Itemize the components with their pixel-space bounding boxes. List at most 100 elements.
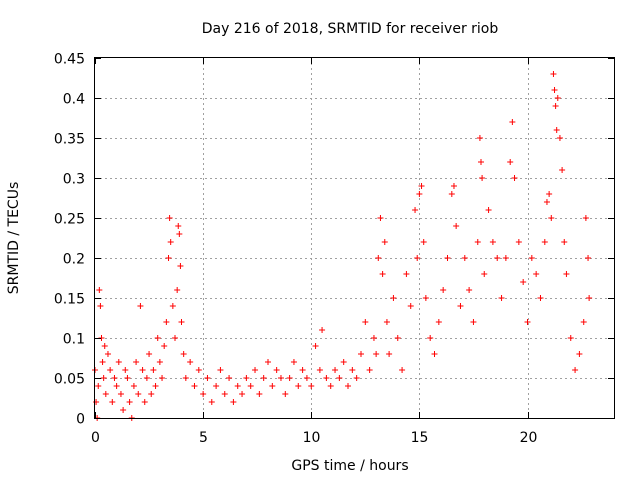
data-point (489, 239, 496, 245)
data-point (187, 359, 194, 365)
data-point (191, 383, 198, 389)
data-point (379, 271, 386, 277)
y-tick-label: 0.25 (54, 212, 85, 228)
data-point (479, 175, 486, 181)
data-point (230, 399, 237, 405)
data-point (323, 375, 330, 381)
data-point (435, 319, 442, 325)
y-tick-label: 0.2 (63, 252, 85, 268)
data-point (412, 207, 419, 213)
x-tick-label: 15 (411, 430, 429, 446)
data-point (167, 239, 174, 245)
data-point (100, 375, 107, 381)
data-point (585, 255, 592, 261)
data-point (576, 351, 583, 357)
data-point (260, 375, 267, 381)
data-point (373, 351, 380, 357)
data-point (135, 391, 142, 397)
data-point (265, 359, 271, 365)
y-tick-label: 0.4 (63, 92, 85, 108)
data-point (97, 303, 104, 309)
data-point (130, 383, 137, 389)
data-point (552, 103, 559, 109)
data-point (466, 287, 473, 293)
data-point (180, 351, 187, 357)
data-point (377, 215, 384, 221)
y-tick-label: 0.35 (54, 132, 85, 148)
data-point (109, 399, 116, 405)
data-point (204, 375, 211, 381)
data-point (104, 351, 111, 357)
x-tick-label: 20 (520, 430, 538, 446)
data-point (269, 383, 276, 389)
data-point (375, 255, 382, 261)
data-point (174, 287, 181, 293)
grid-layer (95, 58, 614, 418)
data-point (115, 359, 122, 365)
data-point (146, 351, 153, 357)
data-point (327, 383, 334, 389)
data-point (507, 159, 514, 165)
data-point (551, 87, 558, 93)
data-point (474, 239, 481, 245)
data-point (290, 359, 297, 365)
data-point (213, 383, 220, 389)
x-tick-label: 5 (199, 430, 208, 446)
data-point (559, 167, 566, 173)
data-point (312, 343, 319, 349)
data-point (156, 359, 163, 365)
data-point (431, 351, 438, 357)
data-point (511, 175, 518, 181)
data-point (427, 335, 434, 341)
data-point (572, 367, 579, 373)
data-point (444, 255, 451, 261)
data-point (580, 319, 587, 325)
data-point (461, 255, 468, 261)
data-point (178, 319, 185, 325)
data-point (172, 335, 179, 341)
data-point (553, 127, 560, 133)
data-point (494, 255, 501, 261)
data-point (349, 367, 356, 373)
data-point (133, 359, 140, 365)
data-point (200, 391, 207, 397)
data-marks (92, 71, 593, 421)
data-point (586, 295, 593, 301)
data-point (295, 383, 302, 389)
data-point (470, 319, 477, 325)
data-point (126, 399, 133, 405)
data-point (117, 391, 124, 397)
data-point (450, 183, 457, 189)
data-point (252, 367, 259, 373)
chart-title: Day 216 of 2018, SRMTID for receiver rio… (202, 21, 499, 37)
data-point (139, 367, 146, 373)
data-point (101, 343, 108, 349)
data-point (528, 255, 535, 261)
data-point (353, 375, 360, 381)
data-point (362, 319, 369, 325)
data-point (141, 399, 148, 405)
data-point (386, 351, 393, 357)
data-point (561, 239, 568, 245)
data-point (416, 191, 423, 197)
y-axis-title: SRMTID / TECUs (6, 182, 22, 295)
y-tick-label: 0.3 (63, 172, 85, 188)
data-point (478, 159, 485, 165)
data-point (166, 215, 173, 221)
data-point (498, 295, 505, 301)
x-tick-label: 10 (303, 430, 321, 446)
data-point (176, 231, 183, 237)
data-point (345, 383, 352, 389)
y-tick-label: 0 (76, 412, 85, 428)
data-point (177, 263, 184, 269)
tick-labels: 0 0.05 0.1 0.15 0.2 0.25 0.3 0.35 0.4 0.45 0 5 10 15 2… (54, 52, 538, 447)
y-tick-label: 0.45 (54, 52, 85, 68)
data-point (366, 367, 373, 373)
data-point (256, 391, 263, 397)
data-point (143, 375, 150, 381)
data-point (541, 239, 548, 245)
data-point (520, 279, 527, 285)
data-point (390, 295, 397, 301)
